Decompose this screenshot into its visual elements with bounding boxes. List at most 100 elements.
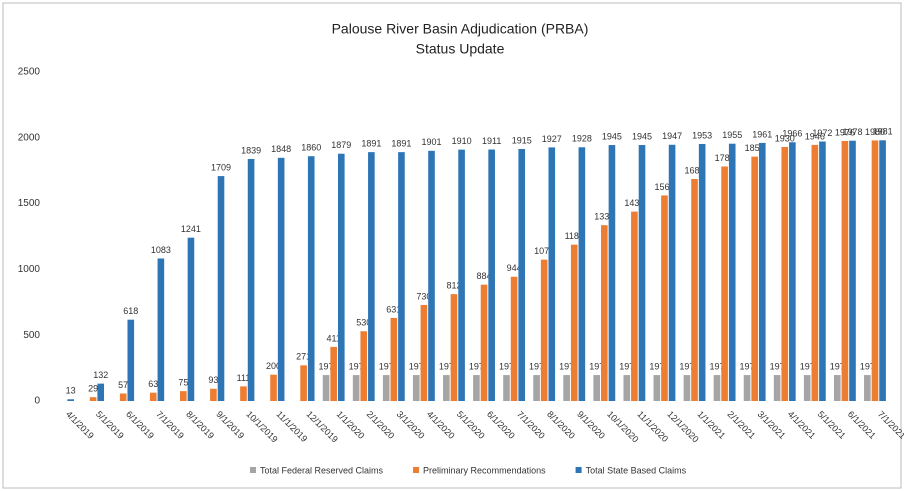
data-label: 1953 — [692, 130, 712, 140]
data-label: 271 — [296, 352, 311, 362]
data-label: 197 — [709, 361, 724, 371]
legend-swatch — [250, 467, 256, 473]
data-label: 197 — [800, 361, 815, 371]
bar — [398, 152, 405, 401]
bar — [819, 141, 826, 401]
bar — [443, 375, 450, 401]
y-tick-label: 500 — [23, 330, 40, 341]
bar — [127, 319, 135, 401]
data-label: 197 — [349, 361, 364, 371]
data-label: 1891 — [391, 139, 411, 149]
chart-subtitle: Status Update — [416, 41, 505, 57]
data-label: 197 — [439, 361, 454, 371]
bar — [721, 166, 728, 401]
data-label: 1978 — [842, 127, 862, 137]
data-label: 1980 — [865, 127, 885, 137]
bar — [533, 375, 540, 401]
data-label: 57 — [118, 380, 128, 390]
bar — [661, 195, 668, 401]
bar — [458, 149, 465, 401]
bar — [322, 375, 330, 401]
bar — [352, 375, 360, 401]
data-label: 200 — [266, 361, 281, 371]
data-label: 29 — [88, 384, 98, 394]
data-label: 1966 — [782, 129, 802, 139]
data-label: 197 — [319, 361, 334, 371]
bar — [360, 331, 368, 401]
bar — [240, 386, 247, 401]
bar — [811, 144, 819, 401]
data-label: 1928 — [572, 134, 592, 144]
data-label: 812 — [446, 281, 461, 291]
data-label: 1901 — [421, 137, 441, 147]
data-label: 1336 — [594, 212, 614, 222]
bar — [428, 150, 435, 401]
bar — [578, 147, 586, 401]
data-label: 93 — [208, 375, 218, 385]
bar — [833, 375, 841, 401]
data-label: 197 — [529, 361, 544, 371]
data-label: 63 — [148, 379, 158, 389]
legend-label: Preliminary Recommendations — [423, 465, 546, 475]
bar — [773, 375, 781, 401]
data-label: 197 — [649, 361, 664, 371]
data-label: 1839 — [241, 145, 261, 155]
y-tick-label: 1000 — [18, 264, 41, 275]
bar — [683, 375, 691, 401]
bar — [601, 225, 608, 401]
data-label: 1930 — [775, 133, 795, 143]
data-label: 1439 — [624, 198, 644, 208]
bar — [548, 147, 556, 401]
bar — [217, 176, 225, 401]
bar — [247, 158, 255, 401]
data-label: 1976 — [835, 127, 855, 137]
bar — [149, 392, 157, 401]
data-label: 197 — [379, 361, 394, 371]
data-label: 631 — [386, 304, 401, 314]
data-label: 197 — [469, 361, 484, 371]
bar — [803, 375, 811, 401]
bar — [743, 375, 751, 401]
bar — [187, 237, 195, 401]
bar — [841, 140, 849, 401]
bar — [879, 140, 886, 401]
data-label: 197 — [559, 361, 574, 371]
data-label: 1891 — [361, 139, 381, 149]
data-label: 1927 — [542, 134, 562, 144]
data-label: 197 — [589, 361, 604, 371]
bar — [540, 259, 548, 401]
bar — [420, 304, 428, 401]
data-label: 1241 — [181, 224, 201, 234]
bar — [277, 157, 285, 401]
bar — [570, 244, 578, 401]
y-tick-label: 2500 — [18, 67, 41, 78]
data-label: 1074 — [534, 246, 554, 256]
data-label: 1961 — [752, 129, 772, 139]
data-label: 197 — [860, 361, 875, 371]
data-label: 75 — [178, 378, 188, 388]
bar — [518, 148, 526, 401]
bar — [180, 391, 187, 401]
bar — [758, 142, 766, 401]
bar — [631, 211, 638, 401]
bar — [593, 375, 601, 401]
data-label: 1860 — [301, 143, 321, 153]
bar — [270, 374, 277, 401]
legend-label: Total State Based Claims — [586, 465, 687, 475]
bar — [849, 140, 856, 402]
data-label: 197 — [770, 361, 785, 371]
bar — [97, 383, 105, 401]
bar — [864, 375, 871, 401]
data-label: 1945 — [632, 131, 652, 141]
data-label: 1848 — [271, 144, 291, 154]
data-label: 1879 — [331, 140, 351, 150]
data-label: 1687 — [685, 165, 705, 175]
data-label: 197 — [740, 361, 755, 371]
bar — [300, 365, 307, 401]
bar — [728, 143, 736, 402]
bar — [698, 143, 706, 401]
bar — [510, 276, 518, 401]
data-label: 132 — [93, 370, 108, 380]
